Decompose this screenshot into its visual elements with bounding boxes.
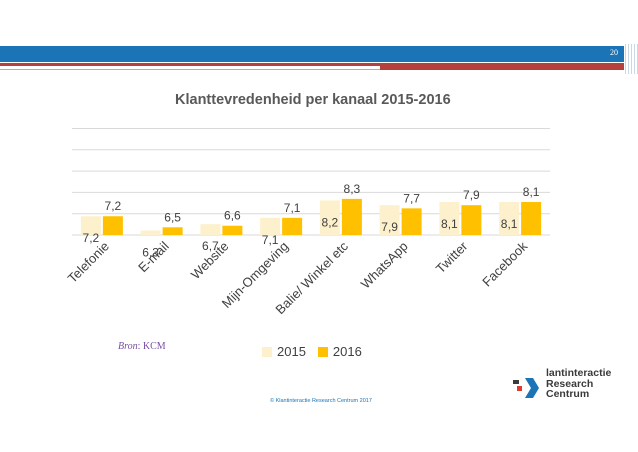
data-label-2016-4: 7,1 bbox=[284, 201, 301, 215]
bar-2016-5 bbox=[341, 198, 362, 235]
category-label-2: E-mail bbox=[135, 238, 172, 275]
accent-line bbox=[0, 69, 380, 70]
data-label-2016-1: 7,2 bbox=[105, 199, 122, 213]
category-label-6: WhatsApp bbox=[358, 239, 411, 292]
data-label-2015-3: 6,7 bbox=[202, 239, 219, 253]
bar-2016-7 bbox=[461, 205, 482, 235]
legend-swatch-2015 bbox=[262, 346, 272, 357]
bar-2016-4 bbox=[282, 217, 303, 235]
accent-band bbox=[0, 63, 624, 66]
decor-stripes bbox=[625, 44, 638, 74]
bar-2016-2 bbox=[162, 227, 183, 235]
chart-legend: 2015 2016 bbox=[262, 344, 368, 359]
bar-2015-2 bbox=[140, 230, 161, 235]
category-label-7: Twitter bbox=[433, 238, 471, 276]
legend-label-2016: 2016 bbox=[332, 344, 362, 359]
data-label-2016-5: 8,3 bbox=[344, 182, 361, 196]
top-band bbox=[0, 46, 624, 62]
bar-2015-3 bbox=[200, 224, 221, 235]
logo-line-3: Centrum bbox=[546, 388, 590, 400]
page-number: 20 bbox=[610, 48, 618, 57]
legend-item-2015: 2015 bbox=[262, 344, 306, 359]
copyright-note: © Klantinteractie Research Centrum 2017 bbox=[270, 398, 372, 404]
legend-swatch-2016 bbox=[317, 346, 328, 357]
data-label-2016-6: 7,7 bbox=[403, 191, 420, 205]
source-label: Bron bbox=[118, 341, 138, 352]
source-note: Bron: KCM bbox=[118, 341, 166, 352]
data-label-2015-4: 7,1 bbox=[262, 233, 279, 247]
logo-line-1: lantinteractie bbox=[546, 367, 612, 379]
bar-2015-6 bbox=[379, 205, 400, 235]
bar-2015-5 bbox=[319, 200, 340, 235]
chart-title: Klanttevredenheid per kanaal 2015-2016 bbox=[175, 92, 451, 108]
bar-2015-1 bbox=[80, 216, 101, 235]
legend-label-2015: 2015 bbox=[277, 344, 306, 359]
data-label-2015-8: 8,1 bbox=[501, 217, 518, 231]
category-label-1: Telefonie bbox=[65, 239, 112, 286]
data-label-2015-7: 8,1 bbox=[441, 217, 458, 231]
category-label-8: Facebook bbox=[479, 238, 530, 289]
legend-item-2016: 2016 bbox=[317, 344, 362, 359]
data-label-2016-2: 6,5 bbox=[164, 210, 181, 224]
data-label-2015-1: 7,2 bbox=[83, 231, 100, 245]
bar-2016-1 bbox=[102, 216, 123, 235]
bar-2016-3 bbox=[222, 225, 243, 235]
accent-band-right bbox=[380, 66, 624, 70]
data-label-2016-7: 7,9 bbox=[463, 188, 480, 202]
bar-2015-7 bbox=[439, 202, 460, 235]
data-label-2016-8: 8,1 bbox=[523, 185, 540, 199]
logo-text: lantinteractie Research Centrum bbox=[546, 368, 611, 400]
data-label-2015-6: 7,9 bbox=[381, 220, 398, 234]
kirc-logo: lantinteractie Research Centrum bbox=[513, 368, 633, 410]
data-label-2015-2: 6,3 bbox=[142, 245, 159, 259]
data-label-2016-3: 6,6 bbox=[224, 209, 241, 223]
bar-2015-8 bbox=[499, 202, 520, 235]
data-label-2015-5: 8,2 bbox=[322, 215, 339, 229]
logo-line-2: Research bbox=[546, 377, 594, 390]
bar-2016-6 bbox=[401, 208, 422, 235]
source-value: : KCM bbox=[137, 341, 166, 352]
logo-mark-icon bbox=[513, 378, 539, 398]
bar-2016-8 bbox=[521, 202, 542, 235]
bar-2015-4 bbox=[260, 217, 281, 235]
